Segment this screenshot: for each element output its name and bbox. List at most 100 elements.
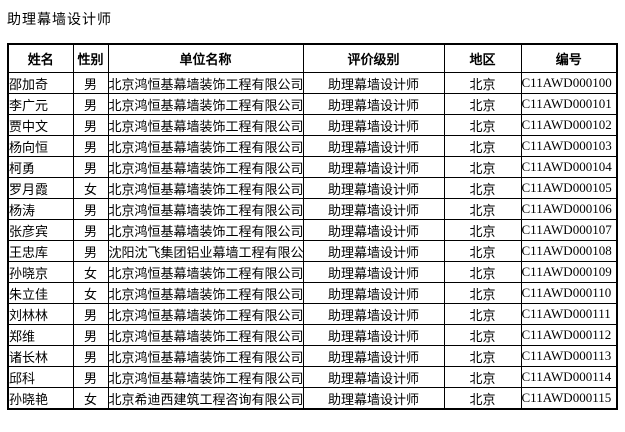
- page-title: 助理幕墙设计师: [7, 13, 112, 28]
- cell-region: 北京: [443, 177, 522, 199]
- cell-name: 孙晓京: [7, 261, 74, 283]
- cell-gender: 男: [72, 345, 109, 367]
- cell-code: C11AWD000106: [520, 198, 618, 220]
- cell-company: 北京鸿恒基幕墙装饰工程有限公司: [107, 114, 304, 136]
- cell-level: 助理幕墙设计师: [302, 261, 445, 283]
- header-region: 地区: [443, 43, 522, 73]
- cell-level: 助理幕墙设计师: [302, 345, 445, 367]
- cell-name: 杨向恒: [7, 135, 74, 157]
- cell-gender: 男: [72, 324, 109, 346]
- cell-gender: 男: [72, 156, 109, 178]
- table-row: 孙晓京女北京鸿恒基幕墙装饰工程有限公司 助理幕墙设计师 北京 C11AWD000109: [7, 261, 618, 283]
- cell-region: 北京: [443, 114, 522, 136]
- cell-region: 北京: [443, 261, 522, 283]
- cell-level: 助理幕墙设计师: [302, 219, 445, 241]
- cell-company: 北京鸿恒基幕墙装饰工程有限公司: [107, 156, 304, 178]
- cell-level: 助理幕墙设计师: [302, 114, 445, 136]
- cell-region: 北京: [443, 93, 522, 115]
- cell-name: 诸长林: [7, 345, 74, 367]
- table-row: 张彦宾男北京鸿恒基幕墙装饰工程有限公司 助理幕墙设计师 北京 C11AWD000107: [7, 219, 618, 241]
- table-row: 诸长林男北京鸿恒基幕墙装饰工程有限公司 助理幕墙设计师 北京 C11AWD000113: [7, 345, 618, 367]
- cell-level: 助理幕墙设计师: [302, 135, 445, 157]
- table-row: 郑维男北京鸿恒基幕墙装饰工程有限公司 助理幕墙设计师 北京 C11AWD000112: [7, 324, 618, 346]
- table-row: 柯勇男北京鸿恒基幕墙装饰工程有限公司 助理幕墙设计师 北京 C11AWD000104: [7, 156, 618, 178]
- cell-code: C11AWD000115: [520, 387, 618, 410]
- cell-name: 邱科: [7, 366, 74, 388]
- header-company: 单位名称: [107, 43, 304, 73]
- cell-level: 助理幕墙设计师: [302, 72, 445, 94]
- cell-gender: 男: [72, 303, 109, 325]
- cell-code: C11AWD000100: [520, 72, 618, 94]
- cell-code: C11AWD000102: [520, 114, 618, 136]
- cell-region: 北京: [443, 282, 522, 304]
- table-row: 李广元男北京鸿恒基幕墙装饰工程有限公司 助理幕墙设计师 北京 C11AWD000101: [7, 93, 618, 115]
- table-row: 杨涛男北京鸿恒基幕墙装饰工程有限公司 助理幕墙设计师 北京 C11AWD000106: [7, 198, 618, 220]
- cell-code: C11AWD000111: [520, 303, 618, 325]
- cell-company: 北京鸿恒基幕墙装饰工程有限公司: [107, 198, 304, 220]
- cell-gender: 男: [72, 114, 109, 136]
- cell-region: 北京: [443, 324, 522, 346]
- cell-name: 张彦宾: [7, 219, 74, 241]
- cell-level: 助理幕墙设计师: [302, 93, 445, 115]
- cell-name: 邵加奇: [7, 72, 74, 94]
- cell-region: 北京: [443, 366, 522, 388]
- cell-gender: 男: [72, 366, 109, 388]
- cell-level: 助理幕墙设计师: [302, 282, 445, 304]
- cell-gender: 女: [72, 387, 109, 410]
- cell-level: 助理幕墙设计师: [302, 156, 445, 178]
- cell-code: C11AWD000104: [520, 156, 618, 178]
- header-name: 姓名: [7, 43, 74, 73]
- cell-gender: 男: [72, 198, 109, 220]
- cell-region: 北京: [443, 156, 522, 178]
- cell-company: 北京鸿恒基幕墙装饰工程有限公司: [107, 219, 304, 241]
- cell-company: 北京鸿恒基幕墙装饰工程有限公司: [107, 303, 304, 325]
- cell-company: 北京鸿恒基幕墙装饰工程有限公司: [107, 135, 304, 157]
- cell-company: 北京鸿恒基幕墙装饰工程有限公司: [107, 72, 304, 94]
- cell-gender: 男: [72, 135, 109, 157]
- cell-name: 朱立佳: [7, 282, 74, 304]
- cell-code: C11AWD000101: [520, 93, 618, 115]
- cell-name: 贾中文: [7, 114, 74, 136]
- cell-code: C11AWD000112: [520, 324, 618, 346]
- cell-name: 孙晓艳: [7, 387, 74, 410]
- cell-company: 北京鸿恒基幕墙装饰工程有限公司: [107, 324, 304, 346]
- cell-gender: 男: [72, 72, 109, 94]
- cell-gender: 女: [72, 177, 109, 199]
- table-row: 孙晓艳女北京希迪西建筑工程咨询有限公司 助理幕墙设计师 北京 C11AWD000115: [7, 387, 618, 410]
- cell-gender: 男: [72, 219, 109, 241]
- cell-code: C11AWD000105: [520, 177, 618, 199]
- cell-name: 杨涛: [7, 198, 74, 220]
- cell-company: 北京希迪西建筑工程咨询有限公司: [107, 387, 304, 410]
- cell-company: 沈阳沈飞集团铝业幕墙工程有限公司: [107, 240, 304, 262]
- cell-region: 北京: [443, 240, 522, 262]
- cell-code: C11AWD000107: [520, 219, 618, 241]
- cell-company: 北京鸿恒基幕墙装饰工程有限公司: [107, 366, 304, 388]
- cell-region: 北京: [443, 387, 522, 410]
- table-row: 邱科男北京鸿恒基幕墙装饰工程有限公司 助理幕墙设计师 北京 C11AWD000114: [7, 366, 618, 388]
- cell-region: 北京: [443, 303, 522, 325]
- certificate-table: 姓名 性别 单位名称 评价级别 地区 编号 邵加奇男北京鸿恒基幕墙装饰工程有限公…: [7, 43, 618, 410]
- cell-level: 助理幕墙设计师: [302, 198, 445, 220]
- cell-region: 北京: [443, 198, 522, 220]
- cell-code: C11AWD000110: [520, 282, 618, 304]
- header-level: 评价级别: [302, 43, 445, 73]
- cell-gender: 男: [72, 240, 109, 262]
- cell-region: 北京: [443, 219, 522, 241]
- table-row: 贾中文男北京鸿恒基幕墙装饰工程有限公司 助理幕墙设计师 北京 C11AWD000102: [7, 114, 618, 136]
- header-code: 编号: [520, 43, 618, 73]
- cell-region: 北京: [443, 345, 522, 367]
- cell-level: 助理幕墙设计师: [302, 303, 445, 325]
- cell-name: 罗月霞: [7, 177, 74, 199]
- cell-level: 助理幕墙设计师: [302, 366, 445, 388]
- cell-company: 北京鸿恒基幕墙装饰工程有限公司: [107, 93, 304, 115]
- cell-company: 北京鸿恒基幕墙装饰工程有限公司: [107, 282, 304, 304]
- cell-company: 北京鸿恒基幕墙装饰工程有限公司: [107, 177, 304, 199]
- cell-name: 王忠库: [7, 240, 74, 262]
- table-row: 王忠库男沈阳沈飞集团铝业幕墙工程有限公司 助理幕墙设计师 北京 C11AWD00010…: [7, 240, 618, 262]
- cell-company: 北京鸿恒基幕墙装饰工程有限公司: [107, 345, 304, 367]
- cell-level: 助理幕墙设计师: [302, 177, 445, 199]
- table-row: 罗月霞女北京鸿恒基幕墙装饰工程有限公司 助理幕墙设计师 北京 C11AWD000105: [7, 177, 618, 199]
- cell-level: 助理幕墙设计师: [302, 387, 445, 410]
- cell-gender: 男: [72, 93, 109, 115]
- cell-code: C11AWD000108: [520, 240, 618, 262]
